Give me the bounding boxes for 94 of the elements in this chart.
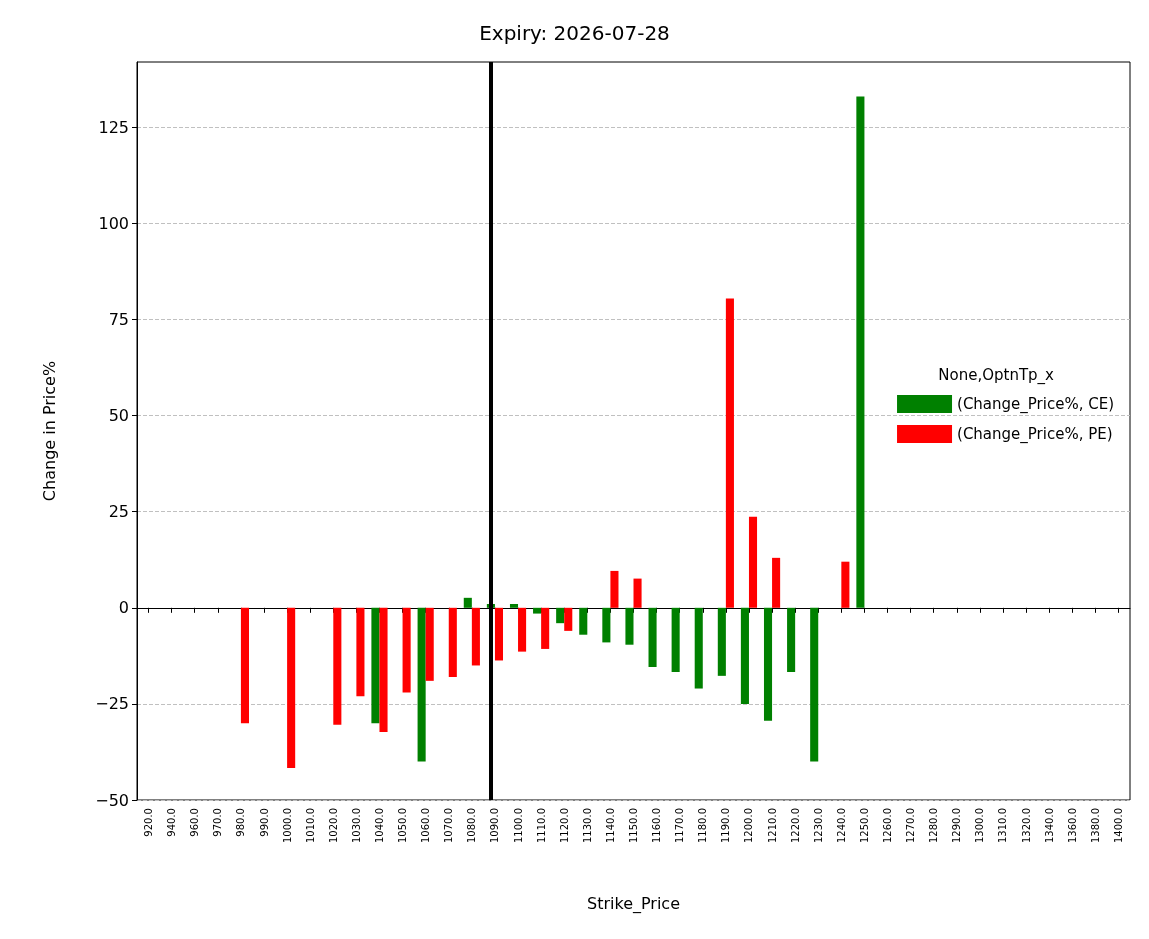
bar <box>240 607 249 724</box>
x-tick-label: 1190.0 <box>720 808 732 843</box>
x-tick-label: 970.0 <box>212 808 224 837</box>
x-tick-label: 1120.0 <box>558 808 570 843</box>
x-tick-label: 960.0 <box>189 808 201 837</box>
x-tick-label: 1210.0 <box>766 808 778 843</box>
bar <box>494 607 504 661</box>
bar <box>564 607 573 631</box>
x-tick-label: 1150.0 <box>628 808 639 843</box>
y-tick-label: −50 <box>95 790 129 810</box>
x-tick-label: 1180.0 <box>697 808 709 843</box>
x-tick-label: 1130.0 <box>581 808 593 843</box>
x-tick-label: 1380.0 <box>1089 808 1101 843</box>
bar <box>541 607 550 649</box>
bar <box>379 607 388 732</box>
bar <box>425 607 434 681</box>
bar <box>763 607 773 721</box>
chart-title: Expiry: 2026-07-28 <box>479 21 670 45</box>
x-tick-label: 1160.0 <box>651 808 663 843</box>
bar <box>671 607 680 672</box>
x-tick-label: 990.0 <box>258 808 270 837</box>
bar <box>772 557 781 608</box>
x-tick-label: 1040.0 <box>373 808 385 843</box>
y-axis-title: Change in Price% <box>39 360 59 502</box>
bar <box>694 607 703 689</box>
bar <box>333 607 342 725</box>
bar <box>463 597 472 608</box>
x-tick-label: 1220.0 <box>789 808 801 843</box>
x-tick-label: 1110.0 <box>535 808 547 843</box>
x-tick-label: 1020.0 <box>327 808 339 843</box>
x-tick-label: 1310.0 <box>997 808 1009 843</box>
x-tick-label: 1300.0 <box>974 808 986 843</box>
bar <box>841 561 850 608</box>
legend-label: (Change_Price%, PE) <box>957 425 1113 444</box>
x-tick-label: 1080.0 <box>466 808 478 843</box>
x-tick-label: 1030.0 <box>350 808 362 843</box>
x-tick-label: 1100.0 <box>512 808 524 843</box>
y-tick-label: 100 <box>98 213 129 233</box>
y-tick-label: 50 <box>108 406 129 426</box>
x-tick-label: 1200.0 <box>743 808 755 843</box>
x-tick-label: 1050.0 <box>397 808 409 843</box>
x-tick-label: 1010.0 <box>304 808 316 843</box>
bar <box>717 607 726 676</box>
bar <box>810 607 819 762</box>
x-tick-label: 1000.0 <box>281 808 293 843</box>
x-tick-label: 1230.0 <box>812 808 824 843</box>
y-tick-label: 75 <box>108 310 129 330</box>
bar <box>610 570 619 608</box>
x-tick-label: 1360.0 <box>1066 808 1078 843</box>
x-tick-label: 1170.0 <box>674 808 686 843</box>
bar <box>579 607 588 635</box>
legend-title: None,OptnTp_x <box>938 365 1055 385</box>
bar <box>448 607 457 677</box>
y-tick-label: 0 <box>118 598 129 618</box>
bar <box>402 607 411 693</box>
bar <box>602 607 611 643</box>
bar <box>787 607 796 672</box>
bar <box>356 607 365 697</box>
x-tick-label: 1270.0 <box>905 808 917 843</box>
bar <box>740 607 749 704</box>
x-tick-label: 1340.0 <box>1043 808 1055 843</box>
x-axis-title: Strike_Price <box>586 893 681 914</box>
x-tick-label: 1240.0 <box>835 808 847 843</box>
bar <box>533 607 542 614</box>
bar <box>287 607 296 769</box>
x-tick-label: 1060.0 <box>420 808 432 843</box>
y-tick-label: −25 <box>95 694 129 714</box>
y-tick-label: 125 <box>98 117 129 137</box>
x-tick-label: 1260.0 <box>882 808 894 843</box>
y-tick-label: 25 <box>108 502 129 522</box>
x-tick-label: 1290.0 <box>951 808 963 843</box>
x-tick-label: 1400.0 <box>1112 808 1124 843</box>
bar <box>748 516 758 608</box>
bar <box>633 578 642 608</box>
bar <box>371 607 380 724</box>
x-tick-label: 1070.0 <box>443 808 455 843</box>
bar <box>725 298 734 608</box>
bar <box>518 607 527 652</box>
x-tick-label: 940.0 <box>166 808 178 837</box>
x-tick-label: 1140.0 <box>604 808 616 843</box>
bar <box>625 607 634 645</box>
bar <box>856 96 865 608</box>
x-tick-label: 1090.0 <box>489 808 501 843</box>
bar <box>471 607 480 666</box>
x-tick-label: 1280.0 <box>928 808 940 843</box>
x-tick-label: 980.0 <box>235 808 247 837</box>
x-tick-label: 1250.0 <box>858 808 870 843</box>
legend-label: (Change_Price%, CE) <box>957 395 1114 414</box>
bar <box>417 607 426 762</box>
bar <box>556 607 565 624</box>
x-tick-label: 920.0 <box>143 808 155 837</box>
bar <box>648 607 657 668</box>
x-tick-label: 1320.0 <box>1020 808 1032 843</box>
bar <box>509 603 519 608</box>
